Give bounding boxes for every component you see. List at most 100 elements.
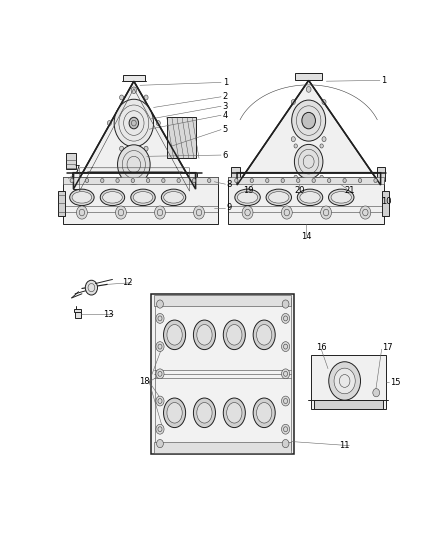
Bar (152, 294, 294, 454)
Text: 18: 18 (139, 377, 150, 386)
Ellipse shape (227, 325, 242, 345)
Circle shape (208, 179, 211, 183)
Circle shape (320, 175, 323, 180)
Ellipse shape (253, 398, 275, 427)
Circle shape (156, 342, 164, 352)
Circle shape (177, 179, 180, 183)
Circle shape (373, 389, 380, 397)
Bar (63, 177, 218, 224)
Circle shape (282, 396, 290, 406)
Ellipse shape (102, 191, 122, 203)
Circle shape (235, 179, 238, 183)
Circle shape (294, 144, 297, 148)
Circle shape (282, 300, 289, 308)
Ellipse shape (194, 320, 215, 350)
Bar (228, 177, 384, 184)
Circle shape (156, 120, 160, 126)
Circle shape (70, 179, 74, 183)
Bar (154, 295, 291, 306)
Circle shape (360, 206, 371, 219)
Bar (231, 166, 240, 181)
Circle shape (157, 440, 163, 448)
Ellipse shape (72, 191, 92, 203)
Ellipse shape (133, 191, 153, 203)
Text: 15: 15 (390, 377, 400, 386)
Circle shape (320, 144, 323, 148)
Circle shape (85, 280, 98, 295)
Circle shape (322, 136, 326, 142)
Ellipse shape (237, 191, 258, 203)
Polygon shape (167, 117, 196, 158)
Circle shape (321, 206, 332, 219)
Circle shape (329, 362, 360, 400)
Circle shape (85, 179, 88, 183)
Circle shape (114, 99, 154, 147)
Circle shape (334, 368, 355, 394)
Ellipse shape (163, 320, 186, 350)
Ellipse shape (161, 189, 186, 206)
Ellipse shape (131, 189, 155, 206)
Circle shape (129, 117, 138, 129)
Ellipse shape (328, 189, 354, 206)
Text: 3: 3 (223, 102, 228, 111)
Circle shape (291, 136, 295, 142)
Text: 8: 8 (226, 180, 232, 189)
Circle shape (120, 95, 124, 100)
Circle shape (131, 87, 137, 93)
Circle shape (282, 369, 290, 379)
Circle shape (358, 179, 362, 183)
Circle shape (144, 146, 148, 151)
Ellipse shape (235, 189, 260, 206)
Circle shape (265, 179, 269, 183)
Ellipse shape (331, 191, 351, 203)
Bar (75, 312, 81, 318)
Ellipse shape (163, 398, 186, 427)
Ellipse shape (194, 398, 215, 427)
Circle shape (281, 206, 292, 219)
Circle shape (343, 179, 346, 183)
Circle shape (322, 100, 326, 104)
Ellipse shape (70, 189, 94, 206)
Circle shape (302, 112, 315, 129)
Circle shape (242, 206, 253, 219)
Bar (311, 356, 386, 409)
Text: 17: 17 (382, 343, 393, 352)
Bar (377, 166, 385, 181)
Circle shape (292, 100, 325, 141)
Circle shape (250, 179, 254, 183)
Circle shape (282, 424, 290, 434)
Circle shape (107, 120, 111, 126)
Text: 5: 5 (223, 125, 228, 134)
Text: 12: 12 (122, 278, 132, 287)
Circle shape (116, 179, 119, 183)
Text: 11: 11 (339, 441, 350, 450)
Circle shape (194, 206, 205, 219)
Circle shape (156, 369, 164, 379)
Bar (74, 309, 81, 312)
Text: 21: 21 (345, 186, 355, 195)
Circle shape (192, 179, 196, 183)
Ellipse shape (300, 191, 320, 203)
Circle shape (306, 86, 311, 92)
Circle shape (144, 95, 148, 100)
Circle shape (156, 396, 164, 406)
Text: 4: 4 (223, 111, 228, 120)
Circle shape (374, 179, 377, 183)
Text: 6: 6 (223, 150, 228, 159)
Bar (382, 191, 389, 216)
Circle shape (156, 313, 164, 324)
Circle shape (162, 179, 165, 183)
Circle shape (116, 206, 127, 219)
Text: 14: 14 (301, 232, 311, 241)
Ellipse shape (227, 402, 242, 423)
Text: 10: 10 (381, 197, 392, 206)
Bar (295, 73, 322, 80)
Polygon shape (74, 81, 196, 189)
Bar (228, 177, 384, 224)
Circle shape (291, 100, 295, 104)
Bar (314, 400, 383, 409)
Circle shape (312, 179, 315, 183)
Bar (123, 75, 145, 81)
Ellipse shape (164, 191, 184, 203)
Circle shape (117, 145, 150, 184)
